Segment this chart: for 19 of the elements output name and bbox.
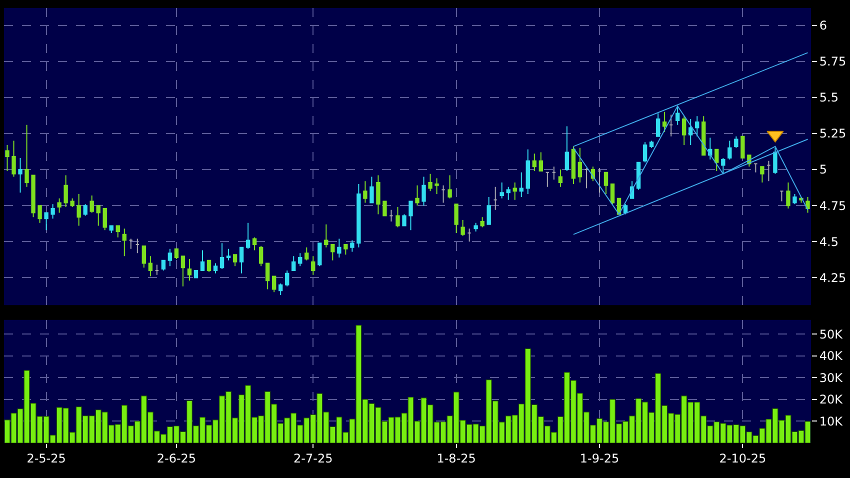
y-tick-label: 4.75	[819, 198, 846, 213]
y-tick-label: 20K	[819, 392, 844, 407]
y-tick-label: 50K	[819, 327, 844, 342]
x-tick-label: 2-10-25	[719, 451, 766, 466]
y-tick-label: 4.25	[819, 270, 846, 285]
x-tick-label: 1-9-25	[580, 451, 620, 466]
y-tick-label: 4.5	[819, 234, 838, 249]
x-tick-label: 1-8-25	[436, 451, 476, 466]
y-tick-label: 5.75	[819, 54, 846, 69]
y-tick-label: 5.5	[819, 90, 838, 105]
y-tick-label: 40K	[819, 349, 844, 364]
x-tick-label: 2-6-25	[156, 451, 196, 466]
x-tick-label: 2-5-25	[26, 451, 66, 466]
x-tick-label: 2-7-25	[294, 451, 333, 466]
y-tick-label: 10K	[819, 414, 844, 428]
y-tick-label: 5	[819, 162, 828, 177]
y-tick-label: 5.25	[819, 126, 846, 141]
y-tick-label: 6	[819, 18, 828, 33]
y-tick-label: 30K	[819, 370, 844, 385]
